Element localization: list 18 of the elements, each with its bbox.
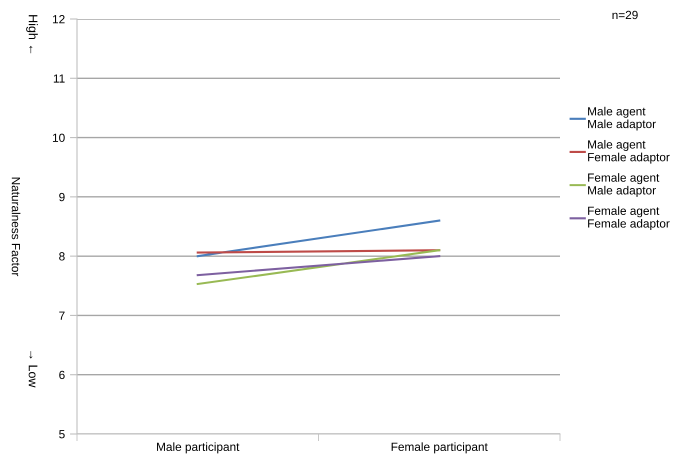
y-tick-label: 9	[59, 192, 65, 202]
legend-label: Male agent Male adaptor	[588, 106, 656, 131]
legend-label: Female agent Male adaptor	[588, 173, 660, 197]
text: High ←	[26, 15, 38, 54]
y-tick-label: 5	[59, 430, 65, 438]
x-tick-label: Female participant	[392, 442, 488, 454]
legend-label: Male agent Female adaptor	[588, 140, 670, 164]
y-tick-label: 10	[52, 134, 65, 142]
y-tick-label: 12	[52, 15, 65, 24]
text: n=29	[612, 10, 638, 20]
text: → Low	[28, 351, 38, 388]
y-tick-label: 6	[59, 370, 65, 380]
y-axis-title: Naturalness Factor	[12, 178, 20, 276]
y-tick-label: 7	[59, 312, 65, 320]
y-tick-label: 11	[54, 74, 65, 83]
legend-label: Female agent Female adaptor	[588, 206, 670, 230]
y-tick-label: 8	[59, 252, 65, 261]
x-tick-label: Male participant	[157, 442, 240, 454]
